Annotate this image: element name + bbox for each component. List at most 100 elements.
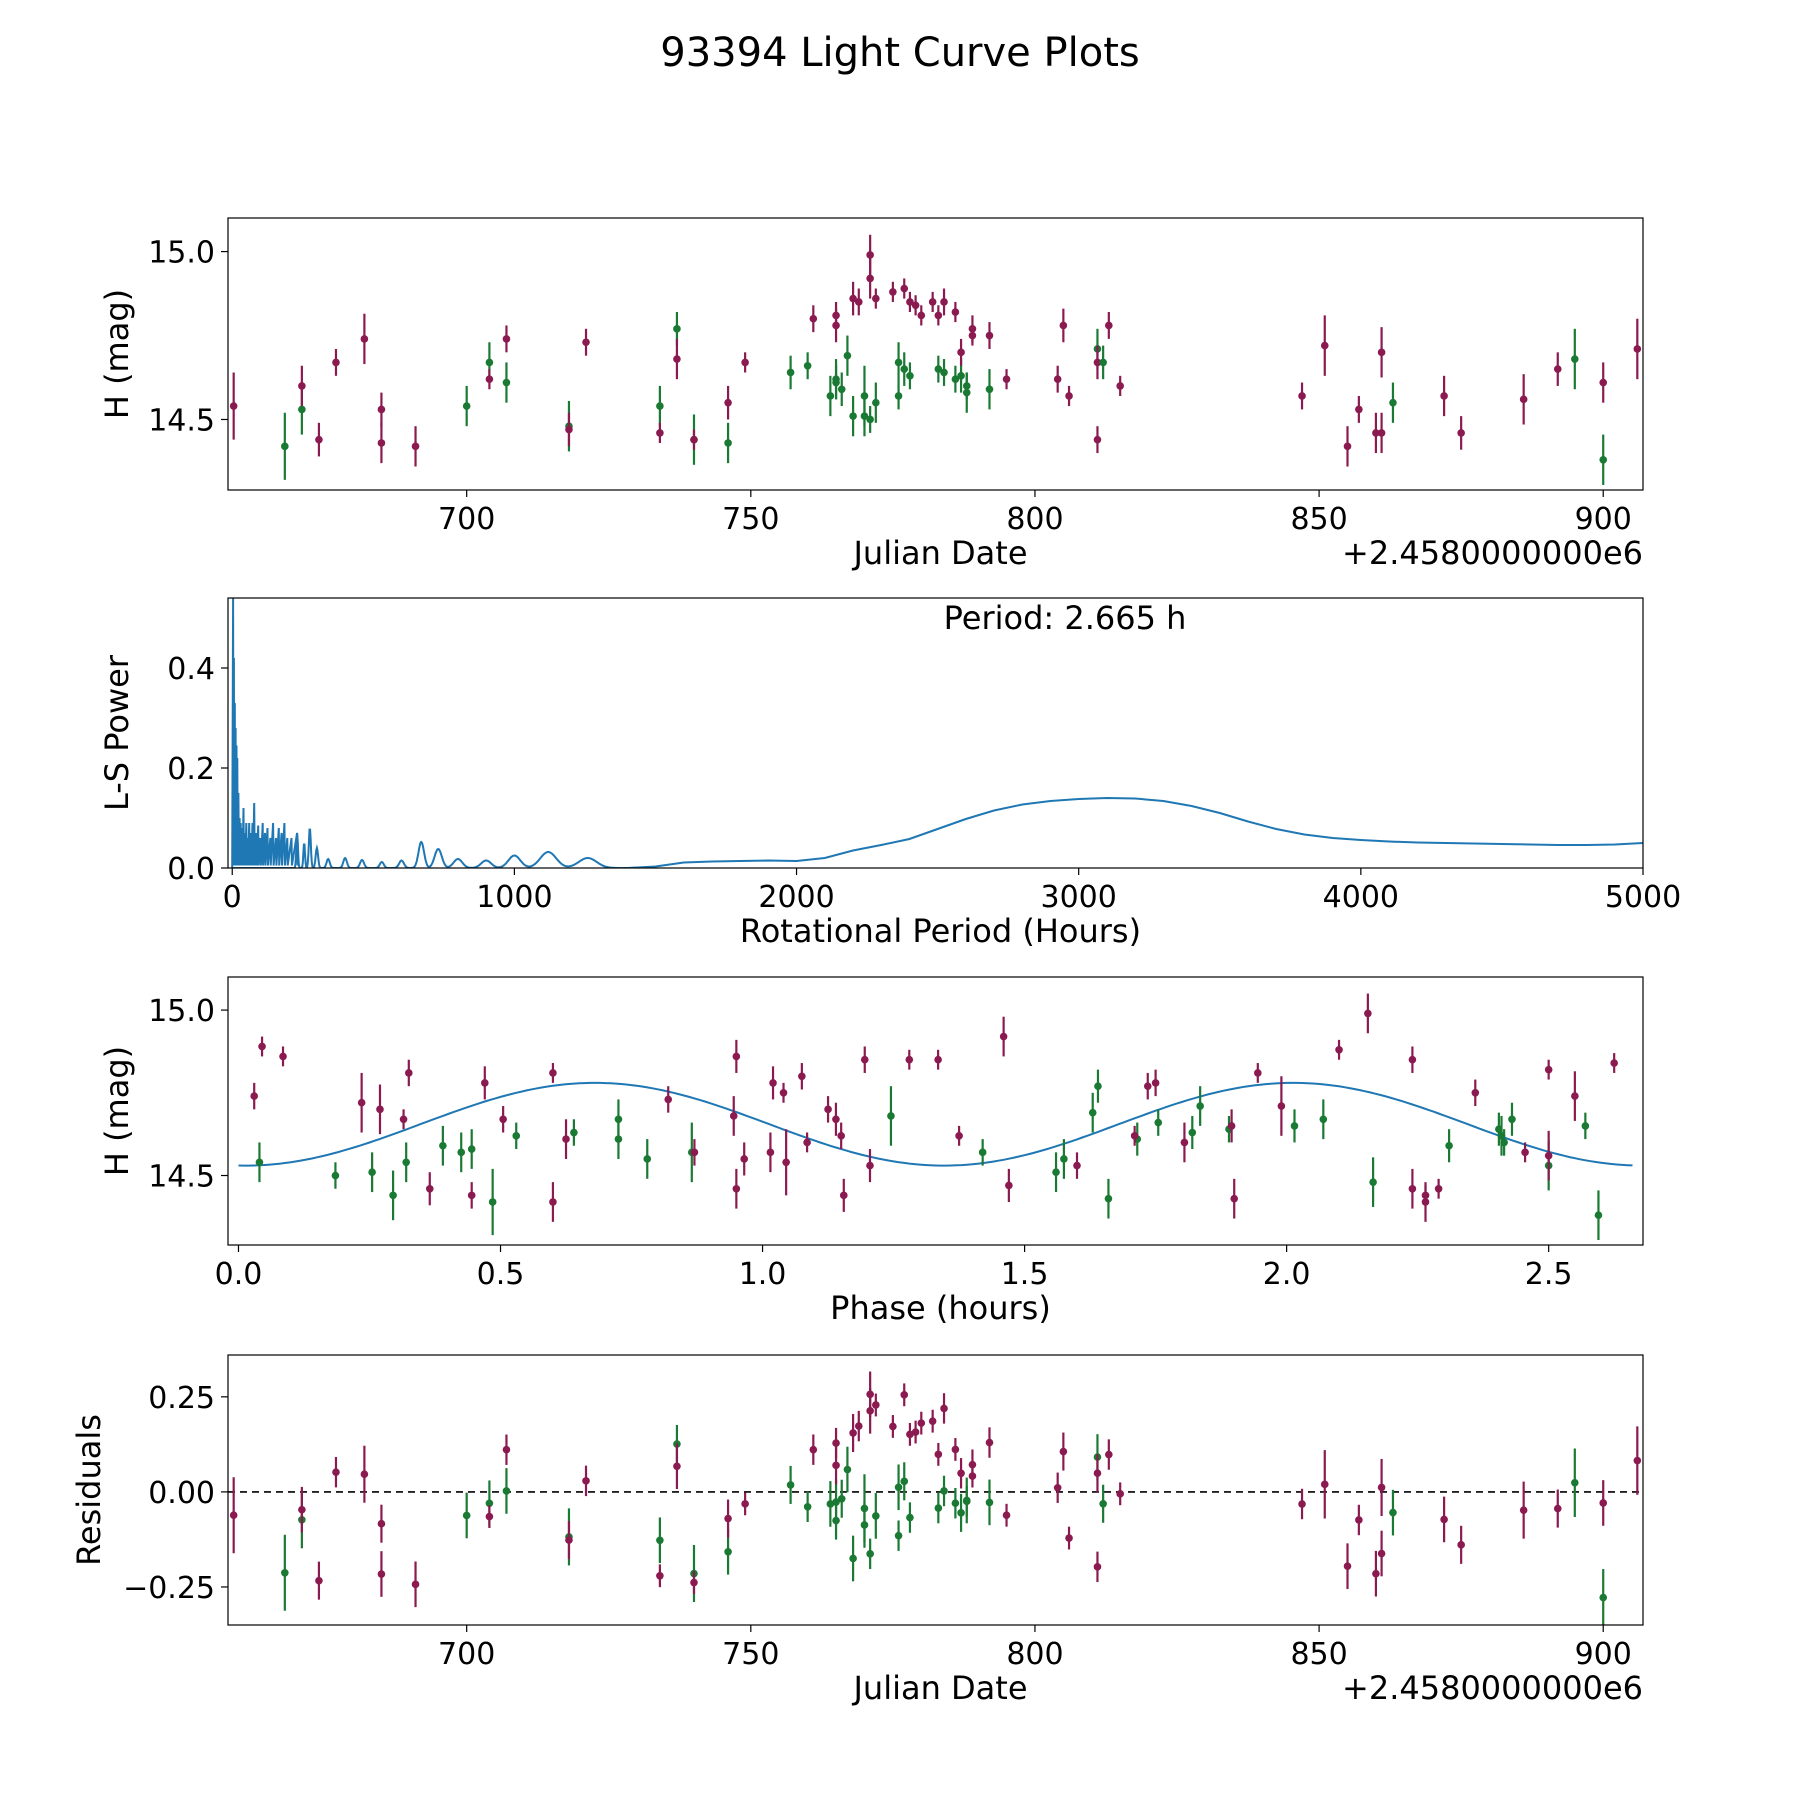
data-point: [315, 435, 323, 444]
data-point: [894, 1531, 903, 1540]
data-point: [1457, 1541, 1465, 1549]
phased-x-axis-label: Phase (hours): [830, 1289, 1051, 1327]
data-point: [872, 1512, 880, 1520]
data-point: [782, 1158, 790, 1167]
data-point: [1544, 1065, 1553, 1074]
data-point: [399, 1115, 408, 1124]
residual-point: [298, 1486, 306, 1533]
data-point: [656, 1536, 664, 1545]
periodogram-x-axis-label: Rotational Period (Hours): [740, 912, 1141, 950]
phased-point: [798, 1063, 806, 1090]
phased-point: [357, 1072, 366, 1133]
data-point: [766, 1148, 775, 1157]
data-point: [1445, 1141, 1453, 1150]
lightcurve-point: [1093, 426, 1102, 454]
data-point: [1093, 1469, 1102, 1477]
residual-point: [934, 1442, 943, 1466]
residual-point: [1633, 1426, 1642, 1495]
data-point: [1599, 1499, 1608, 1507]
data-point: [906, 298, 914, 306]
phased-ytick-label: 14.5: [148, 1160, 215, 1195]
data-point: [1372, 429, 1380, 437]
lightcurve-point: [854, 288, 863, 316]
lightcurve-point: [673, 338, 681, 380]
data-point: [985, 385, 994, 394]
data-point: [832, 378, 840, 387]
lightcurve-point: [872, 288, 880, 309]
lightcurve-point: [860, 365, 869, 427]
phased-point: [1104, 1178, 1113, 1219]
data-point: [732, 1052, 741, 1061]
data-point: [724, 1547, 732, 1556]
residual-point: [502, 1468, 511, 1514]
lightcurve-point: [1553, 352, 1562, 386]
residuals-x-axis-label: Julian Date: [851, 1669, 1027, 1707]
residual-point: [332, 1456, 340, 1488]
data-point: [741, 1500, 749, 1508]
data-point: [951, 375, 960, 383]
data-point: [1408, 1055, 1417, 1064]
phased-ytick-label: 15.0: [148, 994, 215, 1029]
data-point: [826, 392, 835, 400]
data-point: [258, 1042, 266, 1051]
data-point: [809, 1445, 818, 1454]
lightcurve-point: [1059, 308, 1068, 343]
residual-point: [786, 1465, 795, 1504]
residual-point: [940, 1393, 948, 1424]
phased-point: [1005, 1168, 1013, 1202]
data-point: [1093, 358, 1102, 367]
phased-point: [1571, 1071, 1579, 1121]
data-point: [425, 1184, 434, 1193]
data-point: [837, 1494, 846, 1503]
data-point: [1581, 1122, 1590, 1130]
residual-point: [860, 1474, 869, 1543]
lightcurve-point: [377, 422, 386, 464]
lightcurve-point: [360, 313, 369, 365]
phased-point: [512, 1122, 521, 1150]
data-point: [1227, 1122, 1236, 1130]
data-point: [860, 392, 869, 400]
periodogram-xtick-label: 2000: [758, 880, 834, 915]
data-point: [900, 365, 909, 373]
data-point: [724, 439, 732, 447]
residual-point: [1377, 1530, 1386, 1577]
lightcurve-point: [485, 369, 494, 390]
data-point: [643, 1155, 652, 1163]
data-point: [502, 1487, 511, 1495]
data-point: [1335, 1045, 1343, 1054]
data-point: [298, 382, 306, 390]
residual-point: [565, 1521, 573, 1560]
lightcurve-point: [809, 305, 818, 333]
residual-point: [951, 1488, 960, 1519]
phased-point: [1227, 1109, 1236, 1143]
data-point: [250, 1092, 259, 1100]
residuals-y-axis-label: Residuals: [70, 1414, 108, 1566]
phased-point: [1434, 1178, 1443, 1199]
lightcurve-point: [962, 372, 971, 400]
data-point: [1277, 1102, 1286, 1110]
lightcurve-point: [968, 325, 977, 346]
data-point: [951, 1499, 960, 1508]
lightcurve-xtick-label: 900: [1575, 502, 1632, 537]
data-point: [1059, 321, 1068, 330]
data-point: [866, 251, 874, 259]
data-point: [940, 1487, 948, 1495]
data-point: [940, 1404, 948, 1413]
lightcurve-point: [951, 301, 960, 323]
data-point: [1544, 1151, 1553, 1160]
data-point: [940, 298, 948, 306]
phased-point: [1364, 993, 1372, 1034]
lightcurve-point: [940, 359, 948, 386]
data-point: [1151, 1079, 1160, 1087]
phased-point: [1544, 1130, 1553, 1181]
data-point: [332, 1468, 340, 1476]
phased-point: [399, 1109, 408, 1130]
data-point: [512, 1132, 521, 1140]
lightcurve-point: [724, 422, 732, 464]
lightcurve-point: [1571, 328, 1579, 390]
residual-point: [1440, 1496, 1448, 1543]
data-point: [467, 1191, 476, 1200]
lightcurve-point: [1093, 345, 1102, 380]
lightcurve-point: [951, 365, 960, 393]
data-point: [1355, 1516, 1363, 1524]
